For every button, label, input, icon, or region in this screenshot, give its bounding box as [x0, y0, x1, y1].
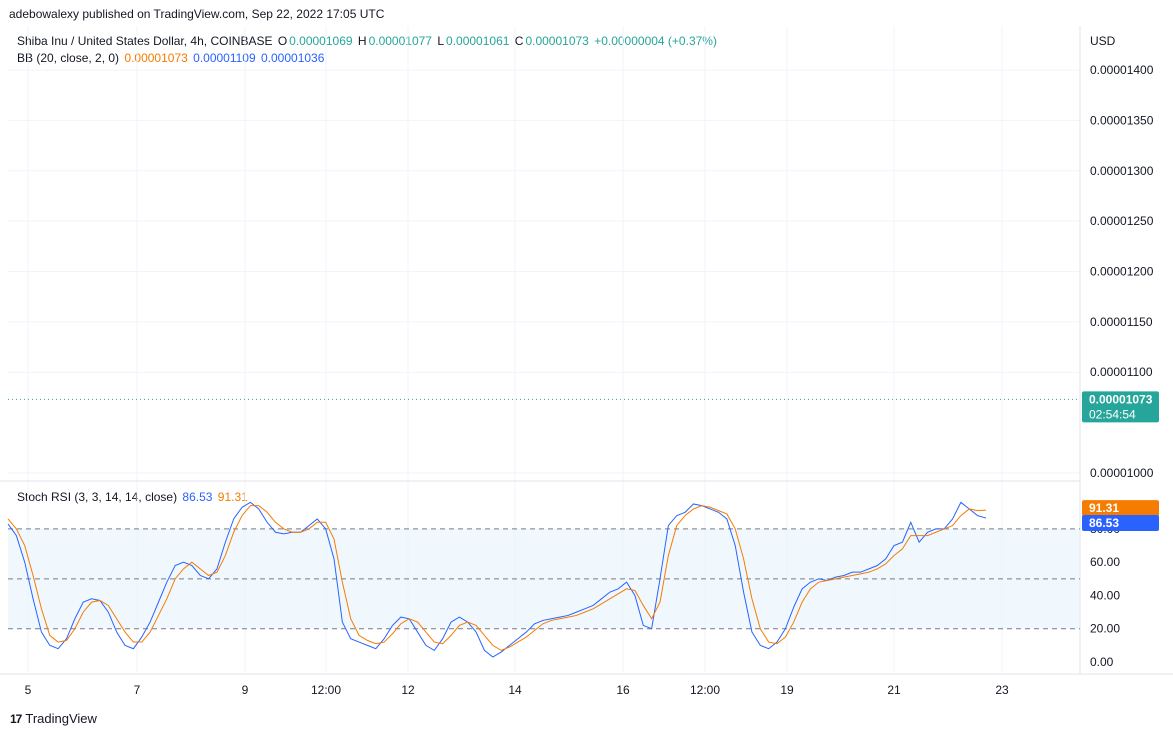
footer-brand[interactable]: 17 TradingView [10, 711, 97, 726]
rsi-d-tag-text: 91.31 [1089, 501, 1119, 515]
bb-basis-value: 0.00001073 [124, 51, 188, 65]
time-axis-label: 12 [401, 683, 415, 697]
time-axis-label: 5 [25, 683, 32, 697]
time-axis-label: 19 [780, 683, 794, 697]
rsi-d-line [7, 505, 987, 651]
high-value: 0.00001077 [368, 34, 432, 48]
tradingview-brand: TradingView [25, 711, 97, 726]
time-axis-label: 14 [508, 683, 522, 697]
price-axis-label: 0.00001350 [1090, 113, 1154, 127]
price-axis-label: 0.00001400 [1090, 63, 1154, 77]
time-axis-label: 16 [616, 683, 630, 697]
price-axis-label: 0.00001300 [1090, 164, 1154, 178]
rsi-k-tag: 86.53 [1082, 515, 1159, 532]
low-value: 0.00001061 [446, 34, 510, 48]
rsi-d-tag-bg [1082, 500, 1159, 517]
price-axis-label: 0.00001000 [1090, 466, 1154, 480]
change-value: +0.00000004 (+0.37%) [594, 34, 717, 48]
low-label: L [437, 34, 445, 48]
bb-label[interactable]: BB (20, close, 2, 0) [17, 51, 120, 65]
close-label: C [514, 34, 524, 48]
rsi-axis-label: 20.00 [1090, 622, 1120, 636]
rsi-axis-label: 40.00 [1090, 588, 1120, 602]
last-price-tag-text: 02:54:54 [1089, 407, 1136, 421]
price-axis-label: 0.00001200 [1090, 265, 1154, 279]
time-axis-label: 9 [242, 683, 249, 697]
time-axis-label: 23 [995, 683, 1009, 697]
price-chart[interactable]: 0.00001400 0.00001350 0.00001300 0.00001250… [0, 26, 1173, 706]
time-axis-label: 21 [887, 683, 901, 697]
time-axis-label: 12:00 [311, 683, 341, 697]
bb-upper-value: 0.00001109 [193, 51, 256, 65]
rsi-k-line [7, 501, 987, 658]
rsi-d-value: 91.31 [217, 490, 248, 504]
price-axis-label: 0.00001100 [1090, 365, 1153, 379]
price-axis-label: 0.00001150 [1090, 315, 1153, 329]
tradingview-logo-icon: 17 [10, 711, 22, 726]
rsi-d-tag: 91.31 [1082, 500, 1159, 517]
close-value: 0.00001073 [525, 34, 589, 48]
symbol-name[interactable]: Shiba Inu / United States Dollar, 4h, CO… [17, 34, 273, 48]
publisher-line: adebowalexy published on TradingView.com… [9, 7, 385, 21]
open-label: O [277, 34, 288, 48]
high-label: H [357, 34, 367, 48]
last-price-tag-text: 0.00001073 [1089, 392, 1153, 406]
last-price-tag-bg [1082, 391, 1159, 423]
time-axis-label: 12:00 [690, 683, 720, 697]
rsi-k-tag-bg [1082, 515, 1159, 532]
rsi-k-tag-text: 86.53 [1089, 516, 1119, 530]
bb-legend: BB (20, close, 2, 0) 0.00001073 0.000011… [17, 51, 326, 65]
bb-lower-value: 0.00001036 [261, 51, 325, 65]
rsi-axis-label: 60.00 [1090, 555, 1120, 569]
rsi-k-value: 86.53 [182, 490, 213, 504]
currency-label: USD [1090, 34, 1116, 48]
rsi-axis-label: 0.00 [1090, 655, 1114, 669]
open-value: 0.00001069 [289, 34, 353, 48]
price-axis-label: 0.00001250 [1090, 214, 1154, 228]
time-axis-label: 7 [134, 683, 141, 697]
symbol-legend: Shiba Inu / United States Dollar, 4h, CO… [17, 34, 719, 48]
